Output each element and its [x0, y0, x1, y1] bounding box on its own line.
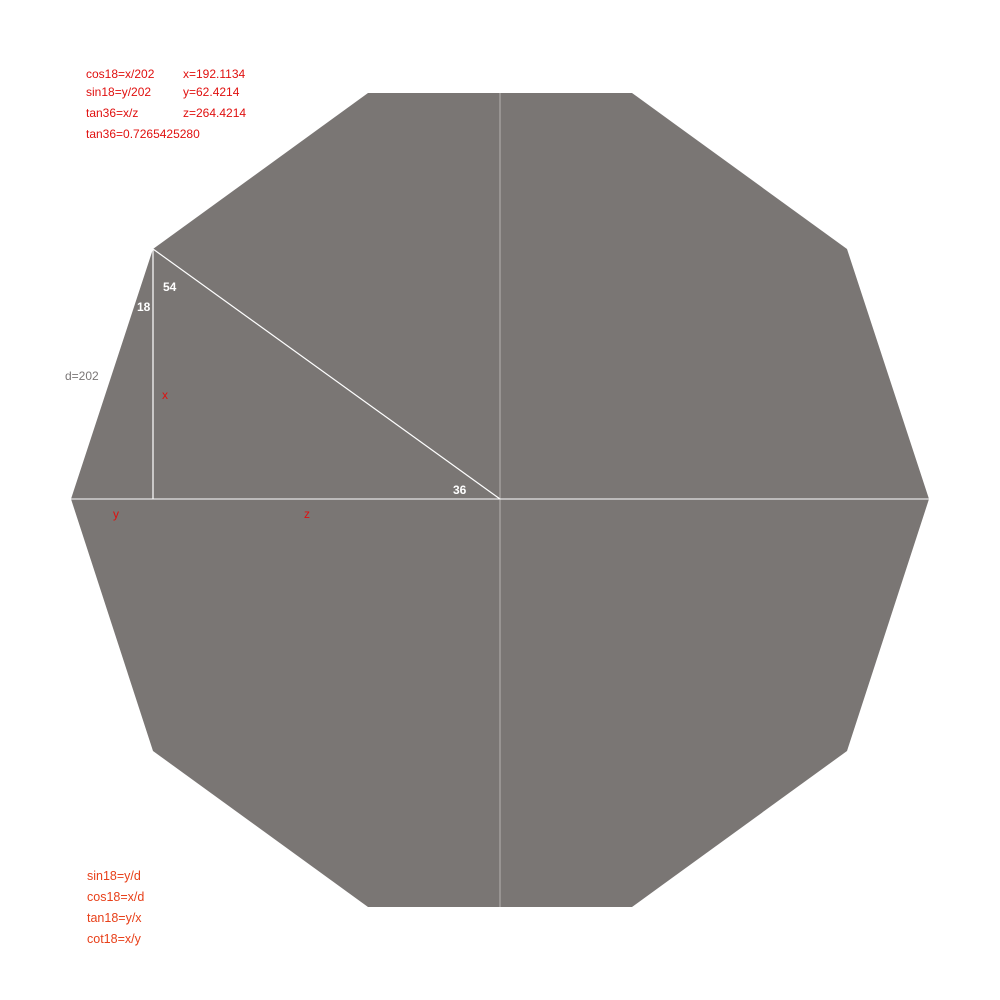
side-label-z: z: [304, 507, 310, 521]
value-z: z=264.4214: [183, 106, 246, 120]
formula-tan36: tan36=x/z: [86, 106, 138, 120]
formula-tan36-value: tan36=0.7265425280: [86, 127, 200, 141]
side-label-d: d=202: [65, 369, 99, 383]
bottom-formula-cos18: cos18=x/d: [87, 890, 144, 904]
triangle-hypotenuse: [152, 248, 501, 500]
formula-sin18: sin18=y/202: [86, 85, 151, 99]
formula-cos18: cos18=x/202: [86, 67, 155, 81]
side-label-y: y: [113, 507, 119, 521]
bottom-formula-cot18: cot18=x/y: [87, 932, 142, 946]
side-label-x: x: [162, 388, 168, 402]
angle-label-18: 18: [137, 300, 151, 314]
value-y: y=62.4214: [183, 85, 240, 99]
angle-label-54: 54: [163, 280, 177, 294]
value-x: x=192.1134: [183, 67, 245, 81]
bottom-formula-tan18: tan18=y/x: [87, 911, 142, 925]
bottom-formula-sin18: sin18=y/d: [87, 869, 141, 883]
angle-label-36: 36: [453, 483, 467, 497]
